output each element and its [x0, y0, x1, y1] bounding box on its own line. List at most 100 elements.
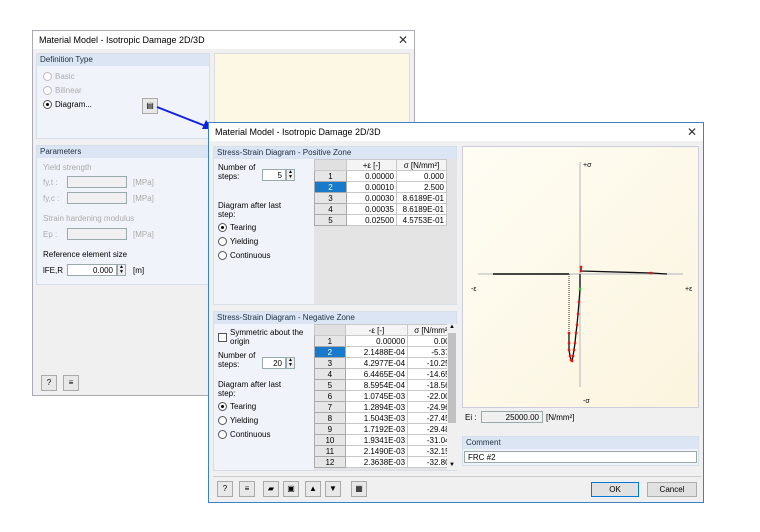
- strain-cell[interactable]: 0.00030: [346, 192, 397, 204]
- strain-cell[interactable]: 1.9341E-03: [344, 434, 409, 446]
- stress-cell[interactable]: 8.6189E-01: [396, 203, 447, 215]
- radio-diagram[interactable]: Diagram...: [43, 100, 92, 109]
- table-row[interactable]: 3 0.00030 8.6189E-01: [314, 192, 447, 204]
- strain-cell[interactable]: 4.2977E-04: [344, 357, 409, 369]
- close-icon[interactable]: ✕: [397, 33, 408, 47]
- open-folder-icon[interactable]: ▰: [263, 481, 279, 497]
- strain-cell[interactable]: 2.3638E-03: [344, 456, 409, 468]
- row-number[interactable]: 11: [314, 445, 346, 457]
- strain-cell[interactable]: 0.02500: [346, 214, 397, 226]
- row-number[interactable]: 12: [314, 456, 346, 468]
- table-row[interactable]: 10 1.9341E-03 -31.045: [314, 434, 457, 446]
- table-row[interactable]: 1 0.00000 0.000: [314, 170, 447, 182]
- positive-table[interactable]: +ε [-] σ [N/mm²] 1 0.00000 0.000 2 0.00010 2.50…: [314, 159, 457, 304]
- stress-cell[interactable]: 4.5753E-01: [396, 214, 447, 226]
- ep-input[interactable]: [67, 228, 127, 240]
- strain-cell[interactable]: 0.00010: [346, 181, 397, 193]
- strain-cell[interactable]: 1.5043E-03: [344, 412, 409, 424]
- radio-yielding[interactable]: Yielding: [218, 416, 258, 425]
- table-row[interactable]: 3 4.2977E-04 -10.254: [314, 357, 457, 369]
- help-button[interactable]: ?: [217, 481, 233, 497]
- negative-steps-input[interactable]: 20: [262, 357, 286, 369]
- row-number[interactable]: 5: [314, 214, 347, 226]
- edit-diagram-button[interactable]: ▤: [142, 98, 158, 114]
- save-icon[interactable]: ▣: [283, 481, 299, 497]
- symmetric-checkbox[interactable]: Symmetric about the origin: [218, 328, 310, 346]
- import-excel-icon[interactable]: ▼: [325, 481, 341, 497]
- row-number[interactable]: 1: [314, 170, 347, 182]
- radio-basic[interactable]: Basic: [43, 72, 75, 81]
- row-number[interactable]: 2: [314, 181, 347, 193]
- strain-cell[interactable]: 8.5954E-04: [344, 379, 409, 391]
- table-scrollbar[interactable]: ▲ ▼: [447, 324, 457, 470]
- strain-cell[interactable]: 2.1488E-04: [344, 346, 409, 358]
- export-excel-icon[interactable]: ▲: [305, 481, 321, 497]
- fyt-input[interactable]: [67, 176, 127, 188]
- table-row[interactable]: 11 2.1490E-03 -32.150: [314, 445, 457, 457]
- stress-cell[interactable]: -32.800: [407, 456, 457, 468]
- row-number[interactable]: 5: [314, 379, 346, 391]
- row-number[interactable]: 9: [314, 423, 346, 435]
- table-row[interactable]: 4 0.00035 8.6189E-01: [314, 203, 447, 215]
- radio-continuous[interactable]: Continuous: [218, 251, 270, 260]
- radio-tearing[interactable]: Tearing: [218, 402, 256, 411]
- row-number[interactable]: 6: [314, 390, 346, 402]
- units-button[interactable]: ≡: [63, 375, 79, 391]
- table-row[interactable]: 7 1.2894E-03 -24.963: [314, 401, 457, 413]
- negative-table[interactable]: -ε [-] σ [N/mm²] 1 0.00000 0.000 2 2.1488E-04-…: [314, 324, 457, 470]
- row-number[interactable]: 3: [314, 192, 347, 204]
- row-number[interactable]: 4: [314, 203, 347, 215]
- table-row[interactable]: 2 2.1488E-04 -5.372: [314, 346, 457, 358]
- stress-cell[interactable]: 0.000: [396, 170, 447, 182]
- row-number[interactable]: 2: [314, 346, 346, 358]
- table-row[interactable]: 8 1.5043E-03 -27.456: [314, 412, 457, 424]
- radio-bilinear[interactable]: Bilinear: [43, 86, 82, 95]
- table-row[interactable]: 12 2.3638E-03 -32.800: [314, 456, 457, 468]
- table-row[interactable]: 5 0.02500 4.5753E-01: [314, 214, 447, 226]
- stress-cell[interactable]: -24.963: [407, 401, 457, 413]
- radio-yielding[interactable]: Yielding: [218, 237, 258, 246]
- radio-tearing[interactable]: Tearing: [218, 223, 256, 232]
- lfe-input[interactable]: 0.000: [67, 264, 117, 276]
- cancel-button[interactable]: Cancel: [647, 482, 697, 497]
- help-button[interactable]: ?: [41, 375, 57, 391]
- positive-steps-spinner[interactable]: ▲ ▼: [286, 169, 295, 181]
- strain-cell[interactable]: 0.00000: [346, 170, 397, 182]
- calculator-icon[interactable]: ▦: [351, 481, 367, 497]
- table-row[interactable]: 6 1.0745E-03 -22.001: [314, 390, 457, 402]
- diagram-point: [567, 331, 571, 335]
- fyc-input[interactable]: [67, 192, 127, 204]
- strain-cell[interactable]: 0.00000: [344, 335, 409, 347]
- row-number[interactable]: 1: [314, 335, 346, 347]
- row-number[interactable]: 7: [314, 401, 346, 413]
- strain-cell[interactable]: 0.00035: [346, 203, 397, 215]
- strain-cell[interactable]: 2.1490E-03: [344, 445, 409, 457]
- table-row[interactable]: 4 6.4465E-04 -14.650: [314, 368, 457, 380]
- stress-cell[interactable]: 2.500: [396, 181, 447, 193]
- positive-steps-input[interactable]: 5: [262, 169, 286, 181]
- strain-cell[interactable]: 1.2894E-03: [344, 401, 409, 413]
- table-row[interactable]: 1 0.00000 0.000: [314, 335, 457, 347]
- row-number[interactable]: 10: [314, 434, 346, 446]
- comment-input[interactable]: FRC #2: [464, 451, 697, 463]
- strain-cell[interactable]: 1.0745E-03: [344, 390, 409, 402]
- table-row[interactable]: 5 8.5954E-04 -18.565: [314, 379, 457, 391]
- row-number[interactable]: 8: [314, 412, 346, 424]
- table-row[interactable]: 2 0.00010 2.500: [314, 181, 447, 193]
- ok-button[interactable]: OK: [591, 482, 639, 497]
- row-number[interactable]: 3: [314, 357, 346, 369]
- table-row[interactable]: 9 1.7192E-03 -29.482: [314, 423, 457, 435]
- close-icon[interactable]: ✕: [686, 125, 697, 139]
- units-button[interactable]: ≡: [239, 481, 255, 497]
- negative-steps-spinner[interactable]: ▲ ▼: [286, 357, 295, 369]
- diagram-point: [579, 265, 583, 269]
- lfe-spinner[interactable]: ▲ ▼: [117, 264, 126, 276]
- stress-cell[interactable]: -32.150: [407, 445, 457, 457]
- stress-cell[interactable]: 8.6189E-01: [396, 192, 447, 204]
- row-number[interactable]: 4: [314, 368, 346, 380]
- strain-cell[interactable]: 6.4465E-04: [344, 368, 409, 380]
- column-header: σ [N/mm²]: [396, 159, 447, 171]
- radio-continuous[interactable]: Continuous: [218, 430, 270, 439]
- strain-cell[interactable]: 1.7192E-03: [344, 423, 409, 435]
- fyt-label: fy,t :: [43, 178, 58, 187]
